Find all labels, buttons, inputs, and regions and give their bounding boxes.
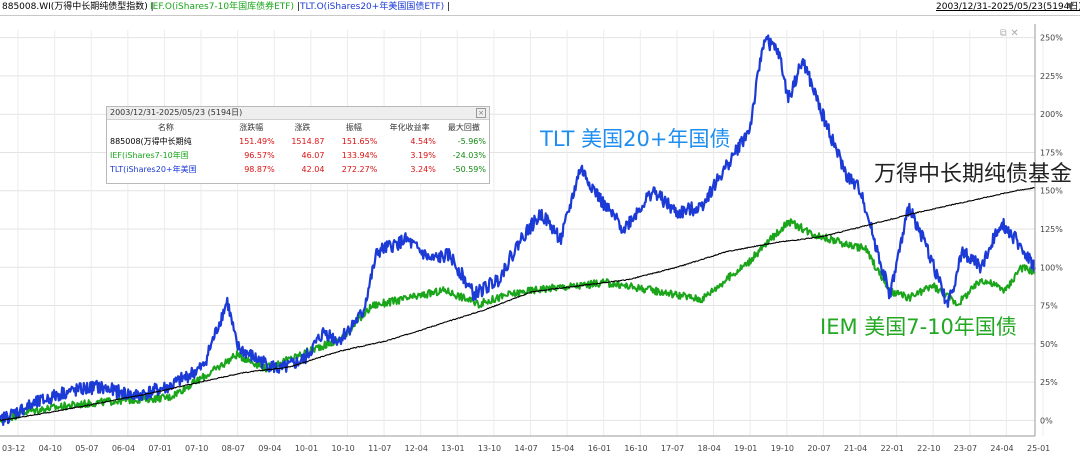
y-tick-label: 225% <box>1040 72 1063 81</box>
y-tick-label: 25% <box>1040 378 1058 387</box>
x-tick-label: 17-07 <box>661 444 684 453</box>
y-tick-label: 150% <box>1040 187 1063 196</box>
legend-label: IEF.O(iShares7-10年国库债券ETF) <box>150 2 294 12</box>
series-line-1 <box>0 218 1036 424</box>
x-tick-label: 24-04 <box>990 444 1013 453</box>
stats-cell: 96.57% <box>244 150 275 160</box>
stats-cell: 1514.87 <box>291 136 325 146</box>
stats-title-text: 2003/12/31-2025/05/23 (5194日) <box>110 108 243 117</box>
y-tick-label: 175% <box>1040 148 1063 157</box>
stats-column-header: 年化收益率 <box>389 122 430 132</box>
x-axis: 03-12 04-10 05-07 06-04 07-01 07-10 08-07 09-04… <box>0 24 1050 453</box>
x-tick-label: 23-07 <box>954 444 977 453</box>
restore-icon[interactable]: ⧉ <box>1000 28 1008 39</box>
x-tick-label: 06-04 <box>112 444 135 453</box>
stats-column-header: 振幅 <box>345 122 362 132</box>
legend-item-tlt[interactable]: TLT.O(iShares20+年美国国债ETF) | <box>300 0 450 14</box>
legend-separator: | <box>296 2 300 12</box>
series-line-2 <box>0 34 1037 426</box>
stats-cell: 272.27% <box>341 164 378 174</box>
stats-panel[interactable]: 2003/12/31-2025/05/23 (5194日) × 名称 涨跌幅 涨跌 振… <box>106 106 490 184</box>
x-tick-label: 20-07 <box>807 444 830 453</box>
x-tick-label: 25-01 <box>1027 444 1050 453</box>
legend-separator: | <box>150 2 154 12</box>
x-tick-label: 14-07 <box>515 444 538 453</box>
x-tick-label: 03-12 <box>2 444 25 453</box>
stats-cell: -50.59% <box>452 164 486 174</box>
stats-cell: 42.04 <box>301 164 325 174</box>
line-chart: 0%25%50%75%100%125%150%175%200%225%250% … <box>0 24 1072 453</box>
stats-cell: 151.49% <box>239 136 275 146</box>
stats-cell: 3.19% <box>410 150 436 160</box>
stats-cell: 133.94% <box>341 150 378 160</box>
stats-row: IEF(iShares7-10年国 96.57% 46.07 133.94% 3.19%… <box>107 148 489 162</box>
stats-column-header: 名称 <box>157 122 174 132</box>
stats-cell: 46.07 <box>301 150 325 160</box>
x-tick-label: 11-07 <box>368 444 391 453</box>
stats-row: 885008(万得中长期纯 151.49% 1514.87 151.65% 4.54% -… <box>107 134 489 148</box>
stats-row-name: 885008(万得中长期纯 <box>110 136 192 146</box>
stats-row-name: IEF(iShares7-10年国 <box>110 150 189 160</box>
series-line-0 <box>0 186 1036 422</box>
legend-item-885008[interactable]: 885008.WI(万得中长期纯债型指数) | <box>2 0 154 14</box>
x-tick-label: 13-01 <box>441 444 464 453</box>
stats-cell: 98.87% <box>244 164 275 174</box>
close-icon[interactable]: ✕ <box>1010 28 1019 39</box>
x-tick-label: 10-10 <box>331 444 354 453</box>
legend-label: TLT.O(iShares20+年美国国债ETF) <box>300 2 445 12</box>
y-tick-label: 100% <box>1040 263 1063 272</box>
stats-cell: 3.24% <box>410 164 436 174</box>
x-tick-label: 08-07 <box>222 444 245 453</box>
y-tick-label: 75% <box>1040 302 1058 311</box>
stats-cell: -24.03% <box>452 150 486 160</box>
stats-cell: 4.54% <box>410 136 436 146</box>
x-tick-label: 16-01 <box>588 444 611 453</box>
triangle-down-icon[interactable]: ▼ <box>1067 2 1074 12</box>
stats-panel-title: 2003/12/31-2025/05/23 (5194日) × <box>107 107 489 120</box>
legend-separator: | <box>447 2 451 12</box>
y-tick-label: 200% <box>1040 110 1063 119</box>
chart-annotation: TLT 美国20+年国债 <box>539 127 730 151</box>
y-tick-label: 125% <box>1040 225 1063 234</box>
x-tick-label: 07-01 <box>148 444 171 453</box>
stats-row-name: TLT(iShares20+年美国 <box>110 164 197 174</box>
x-tick-label: 22-01 <box>881 444 904 453</box>
stats-cell: -5.96% <box>457 136 486 146</box>
y-tick-label: 250% <box>1040 34 1063 43</box>
grid-lines <box>0 30 1044 436</box>
x-tick-label: 19-01 <box>734 444 757 453</box>
series-layer <box>0 34 1037 426</box>
x-tick-label: 16-10 <box>624 444 647 453</box>
close-icon[interactable]: × <box>476 108 486 118</box>
chart-annotation: 万得中长期纯债基金 <box>874 162 1072 187</box>
stats-cell: 151.65% <box>341 136 378 146</box>
window-controls: ⧉ ✕ <box>1000 28 1019 39</box>
stats-table: 名称 涨跌幅 涨跌 振幅 年化收益率 最大回撤 885008(万得中长期纯 151.49% 1… <box>107 120 489 176</box>
x-tick-label: 19-10 <box>771 444 794 453</box>
x-tick-label: 22-10 <box>917 444 940 453</box>
stats-column-header: 最大回撤 <box>447 122 480 132</box>
x-tick-label: 12-04 <box>405 444 428 453</box>
x-tick-label: 13-10 <box>478 444 501 453</box>
stats-column-header: 涨跌幅 <box>239 122 264 132</box>
chart-annotation: IEM 美国7-10年国债 <box>820 315 1017 339</box>
legend-label: 885008.WI(万得中长期纯债型指数) <box>2 2 148 12</box>
y-tick-label: 50% <box>1040 340 1058 349</box>
y-tick-label: 0% <box>1040 416 1053 425</box>
x-tick-label: 07-10 <box>185 444 208 453</box>
date-range-link[interactable]: 2003/12/31-2025/05/23(5194日) <box>936 2 1080 12</box>
x-tick-label: 10-01 <box>295 444 318 453</box>
x-tick-label: 09-04 <box>258 444 281 453</box>
x-tick-label: 05-07 <box>75 444 98 453</box>
x-tick-label: 04-10 <box>39 444 62 453</box>
y-axis: 0% 25% 50% 75% 100% 125% 150% 175% 200% 225% 250% <box>1040 34 1063 426</box>
chart-header: 885008.WI(万得中长期纯债型指数) | IEF.O(iShares7-1… <box>0 0 1080 16</box>
x-tick-label: 15-04 <box>551 444 574 453</box>
x-tick-label: 21-04 <box>844 444 867 453</box>
stats-column-header: 涨跌 <box>294 122 311 132</box>
stats-row: TLT(iShares20+年美国 98.87% 42.04 272.27% 3.24%… <box>107 162 489 176</box>
x-tick-label: 18-04 <box>698 444 721 453</box>
legend-item-ief[interactable]: IEF.O(iShares7-10年国库债券ETF) | <box>150 0 300 14</box>
